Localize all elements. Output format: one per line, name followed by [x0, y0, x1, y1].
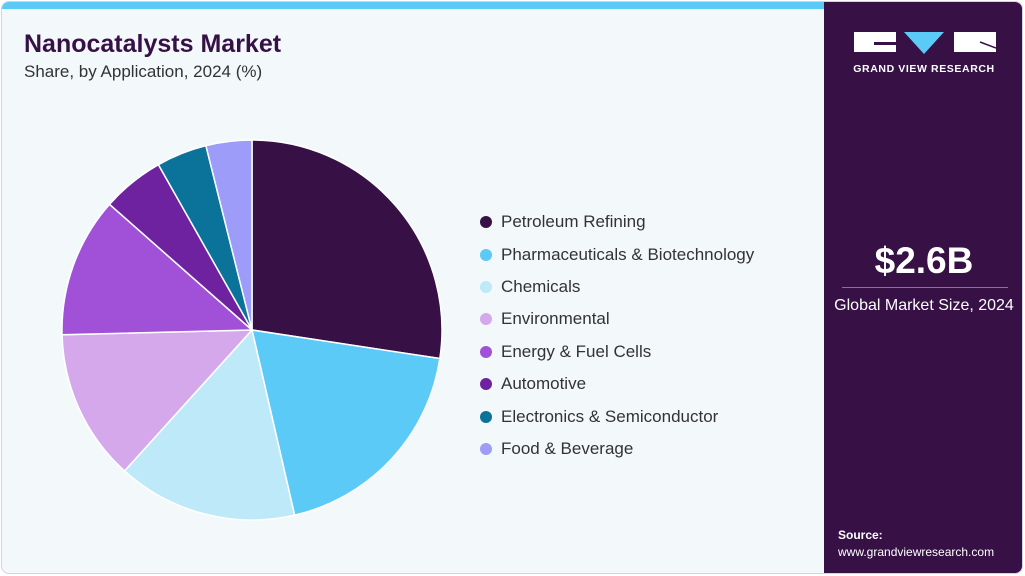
- legend-marker: [480, 410, 492, 423]
- accent-bar: [2, 2, 824, 9]
- pie-slice-chemicals: [123, 328, 296, 521]
- market-size-label: Global Market Size, 2024: [834, 297, 1014, 314]
- source-label: Source:: [838, 528, 883, 542]
- legend-item: Automotive: [480, 368, 754, 400]
- legend-label: Energy & Fuel Cells: [501, 341, 652, 361]
- legend-marker: [480, 345, 492, 358]
- legend-label: Pharmaceuticals & Biotechnology: [501, 244, 755, 264]
- legend-marker: [480, 442, 492, 455]
- chart-title: Nanocatalysts Market: [24, 30, 282, 58]
- legend-label: Electronics & Semiconductor: [501, 406, 719, 426]
- pie-slice-food-beverage: [204, 139, 253, 331]
- legend-item: Environmental: [480, 303, 754, 335]
- legend-item: Electronics & Semiconductor: [480, 400, 754, 432]
- divider: [842, 287, 1008, 288]
- logo-text: GRAND VIEW RESEARCH: [853, 63, 995, 75]
- market-size-value: $2.6B: [874, 240, 974, 281]
- pie-slice-energy-fuel-cells: [61, 203, 254, 336]
- legend-marker: [480, 378, 492, 391]
- pie-slice-petroleum-refining: [251, 139, 443, 360]
- grand-view-research-logo: [854, 32, 996, 54]
- legend-item: Food & Beverage: [480, 433, 754, 465]
- legend-label: Chemicals: [501, 276, 581, 296]
- legend: Petroleum Refining Pharmaceuticals & Biot…: [480, 206, 754, 465]
- chart-subtitle: Share, by Application, 2024 (%): [24, 62, 263, 81]
- source-url[interactable]: www.grandviewresearch.com: [838, 545, 995, 559]
- legend-label: Petroleum Refining: [501, 212, 646, 232]
- legend-item: Petroleum Refining: [480, 206, 754, 238]
- legend-item: Energy & Fuel Cells: [480, 336, 754, 368]
- legend-marker: [480, 313, 492, 326]
- legend-label: Environmental: [501, 309, 610, 329]
- legend-marker: [480, 248, 492, 261]
- pie-slice-environmental: [61, 329, 254, 472]
- legend-item: Chemicals: [480, 271, 754, 303]
- legend-label: Automotive: [501, 374, 587, 394]
- pie-chart: [61, 139, 443, 521]
- legend-item: Pharmaceuticals & Biotechnology: [480, 238, 754, 270]
- legend-marker: [480, 216, 492, 229]
- pie-slice-pharmaceuticals-biotechnology: [251, 329, 441, 517]
- sidebar: [824, 2, 1022, 573]
- legend-label: Food & Beverage: [501, 438, 634, 458]
- legend-marker: [480, 280, 492, 293]
